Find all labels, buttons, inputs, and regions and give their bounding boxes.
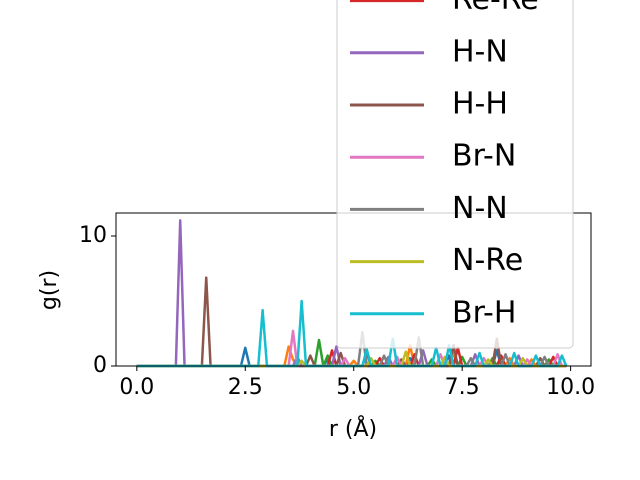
legend-label: N-N (452, 191, 508, 226)
x-tick-label: 0.0 (119, 375, 154, 400)
x-tick-label: 2.5 (228, 375, 263, 400)
legend-label: Br-H (452, 295, 516, 330)
legend-label: Br-N (452, 139, 516, 174)
legend-label: Re-Re (452, 0, 539, 17)
legend-label: H-N (452, 34, 508, 69)
legend-label: N-Re (452, 243, 523, 278)
y-tick-label: 0 (93, 353, 107, 378)
y-axis-label: g(r) (37, 270, 62, 310)
y-tick-label: 10 (79, 223, 107, 248)
x-tick-label: 7.5 (445, 375, 480, 400)
x-tick-label: 10.0 (546, 375, 595, 400)
x-tick-label: 5.0 (336, 375, 371, 400)
legend-label: H-H (452, 87, 508, 122)
x-axis-label: r (Å) (329, 415, 377, 442)
